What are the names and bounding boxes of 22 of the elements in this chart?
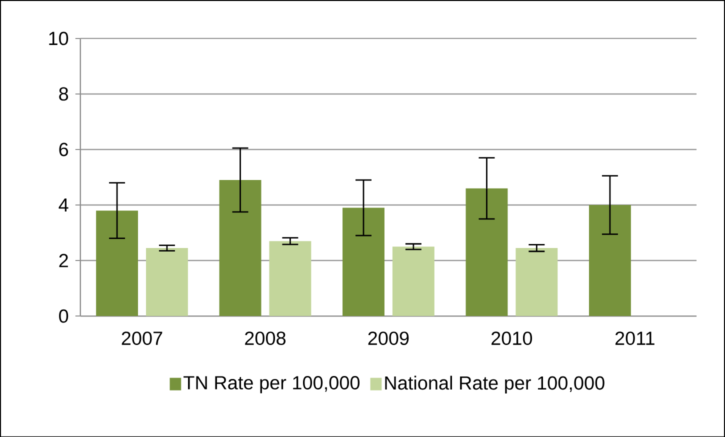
x-tick-label: 2007: [122, 331, 162, 345]
bar: [588, 204, 631, 316]
legend-label: National Rate per 100,000: [385, 376, 604, 394]
bar: [96, 210, 138, 316]
y-tick-label: 2: [59, 254, 68, 267]
y-tick-label: 8: [59, 87, 68, 100]
bar: [146, 248, 188, 316]
x-tick-label: 2011: [615, 331, 654, 345]
bar: [466, 188, 508, 316]
bar: [516, 248, 558, 316]
bar: [342, 208, 384, 316]
x-tick-label: 2010: [492, 331, 532, 345]
bar: [269, 240, 312, 316]
legend-label: TN Rate per 100,000: [184, 376, 360, 394]
y-tick-label: 10: [49, 32, 68, 45]
bar: [392, 246, 434, 316]
y-tick-label: 6: [59, 142, 68, 156]
x-tick-label: 2009: [368, 331, 409, 345]
bar: [219, 180, 262, 316]
x-tick-label: 2008: [245, 331, 286, 345]
y-tick-label: 4: [58, 198, 68, 212]
y-tick-label: 0: [59, 309, 68, 323]
